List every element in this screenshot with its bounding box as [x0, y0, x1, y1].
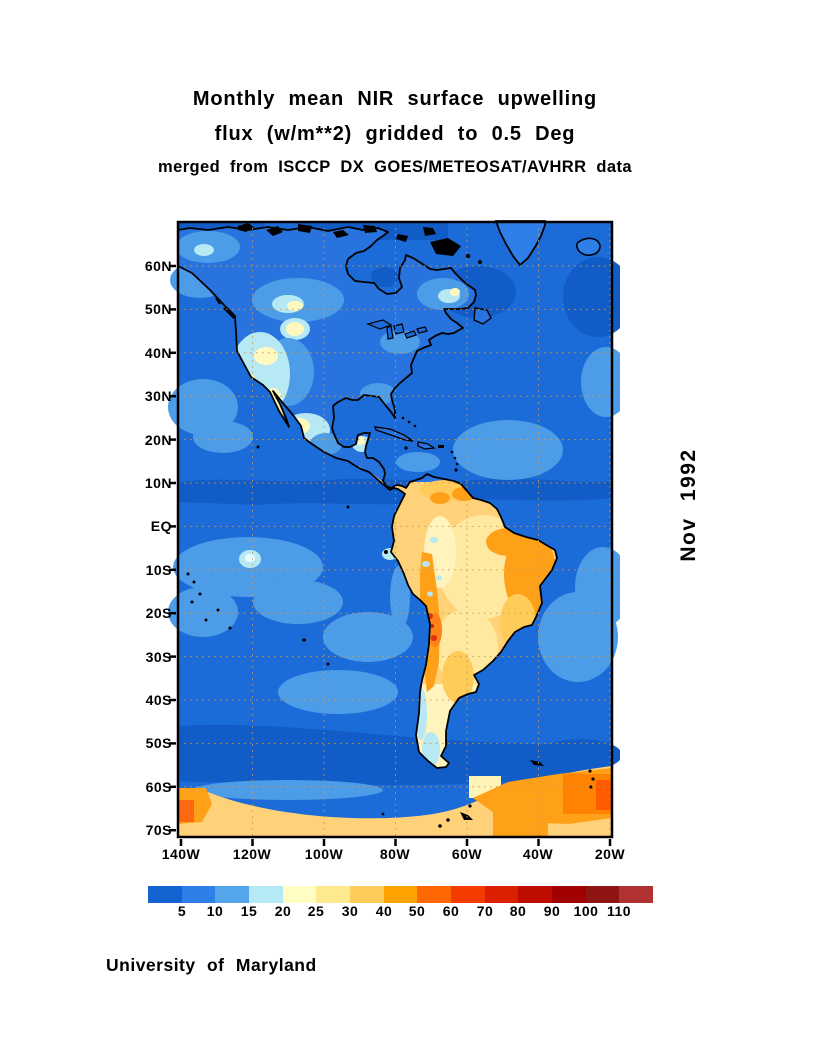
- lat-tick-10s: 10S: [145, 562, 172, 578]
- lat-tick-40n: 40N: [144, 345, 172, 361]
- lon-tick-60w: 60W: [451, 846, 483, 862]
- colorbar-label-40: 40: [375, 903, 393, 919]
- colorbar-swatch: [619, 886, 654, 903]
- lon-tick-20w: 20W: [594, 846, 626, 862]
- lat-tick-60s: 60S: [145, 779, 172, 795]
- islands-layer: [186, 220, 601, 828]
- colorbar-label-90: 90: [543, 903, 561, 919]
- lat-tick-70s: 70S: [145, 822, 172, 838]
- colorbar-swatch: [451, 886, 485, 903]
- colorbar-swatch: [484, 886, 519, 903]
- map-canvas: [168, 220, 620, 846]
- colorbar: [148, 886, 654, 903]
- colorbar-label-60: 60: [442, 903, 460, 919]
- colorbar-label-15: 15: [240, 903, 258, 919]
- lat-tick-20s: 20S: [145, 605, 172, 621]
- lon-tick-100w: 100W: [304, 846, 344, 862]
- colorbar-swatch: [417, 886, 452, 903]
- lon-tick-120w: 120W: [232, 846, 272, 862]
- colorbar-label-110: 110: [606, 903, 632, 919]
- colorbar-label-10: 10: [206, 903, 224, 919]
- lat-tick-50n: 50N: [144, 301, 172, 317]
- colorbar-swatch: [350, 886, 384, 903]
- colorbar-label-80: 80: [509, 903, 527, 919]
- colorbar-swatch: [215, 886, 250, 903]
- colorbar-label-20: 20: [274, 903, 292, 919]
- lat-tick-30n: 30N: [144, 388, 172, 404]
- lat-tick-10n: 10N: [144, 475, 172, 491]
- colorbar-swatch: [585, 886, 620, 903]
- lon-tick-80w: 80W: [379, 846, 411, 862]
- colorbar-swatch: [316, 886, 351, 903]
- lat-tick-eq: EQ: [150, 518, 172, 534]
- colorbar-label-70: 70: [476, 903, 494, 919]
- lat-tick-30s: 30S: [145, 649, 172, 665]
- lon-tick-140w: 140W: [161, 846, 201, 862]
- colorbar-swatch: [249, 886, 283, 903]
- date-label: Nov 1992: [677, 448, 700, 562]
- colorbar-label-5: 5: [177, 903, 187, 919]
- colorbar-swatch: [552, 886, 586, 903]
- chart-title-line2: flux (w/m**2) gridded to 0.5 Deg: [214, 123, 576, 145]
- credit-text: University of Maryland: [106, 955, 317, 975]
- americas-coastline: [177, 226, 558, 769]
- lat-tick-40s: 40S: [145, 692, 172, 708]
- colorbar-label-30: 30: [341, 903, 359, 919]
- chart-title-line1: Monthly mean NIR surface upwelling: [192, 88, 598, 110]
- lon-tick-40w: 40W: [522, 846, 554, 862]
- lat-tick-20n: 20N: [144, 432, 172, 448]
- colorbar-label-50: 50: [408, 903, 426, 919]
- map-frame: [169, 220, 614, 846]
- colorbar-swatch: [181, 886, 216, 903]
- lat-tick-50s: 50S: [145, 735, 172, 751]
- colorbar-label-25: 25: [307, 903, 325, 919]
- graticule-gridlines: [178, 222, 612, 837]
- colorbar-label-100: 100: [573, 903, 599, 919]
- colorbar-swatch: [282, 886, 317, 903]
- colorbar-swatch: [518, 886, 553, 903]
- lat-tick-60n: 60N: [144, 258, 172, 274]
- chart-subtitle: merged from ISCCP DX GOES/METEOSAT/AVHRR…: [158, 158, 632, 176]
- colorbar-swatch: [383, 886, 418, 903]
- antarctic-band: [178, 766, 612, 837]
- colorbar-swatch: [148, 886, 182, 903]
